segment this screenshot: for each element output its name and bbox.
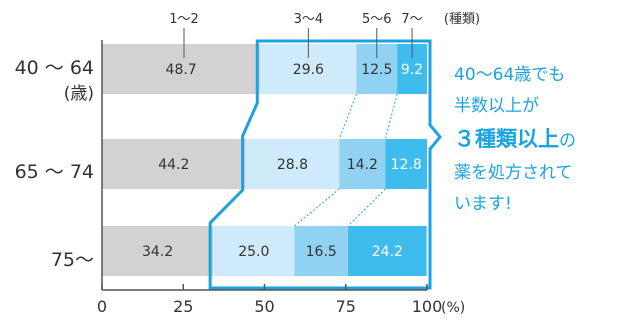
category-sublabel: (歳) [64, 84, 94, 104]
bar-segment [213, 226, 295, 276]
data-label: 14.2 [347, 157, 378, 173]
data-label: 9.2 [401, 62, 423, 78]
connector-line [384, 93, 398, 140]
callout-line-3: ３種類以上の [454, 122, 624, 158]
legend-label: 3～4 [294, 12, 324, 27]
data-label: 12.8 [391, 157, 422, 173]
data-label: 16.5 [306, 244, 337, 260]
x-tick-label: 50 [254, 297, 274, 316]
callout-line-3-suffix: の [559, 131, 576, 151]
bar-segment [385, 139, 427, 189]
data-label: 44.2 [158, 157, 189, 173]
data-label: 48.7 [166, 62, 197, 78]
bar-segment [339, 139, 386, 189]
category-label: 75～ [51, 249, 94, 271]
data-label: 24.2 [372, 244, 403, 260]
bar-segment [245, 139, 340, 189]
bar-segment [102, 139, 246, 189]
callout-text: 40～64歳でも 半数以上が ３種類以上の 薬を処方されて います! [454, 60, 624, 220]
bar-segment [102, 44, 261, 94]
bar-segment [348, 226, 427, 276]
x-unit-label: (%) [441, 300, 465, 316]
bar-segment [102, 226, 214, 276]
data-label: 12.5 [361, 62, 392, 78]
x-tick-label: 25 [173, 297, 193, 316]
connector-line [338, 93, 357, 140]
highlight-outline [208, 39, 442, 290]
x-tick-label: 0 [97, 297, 107, 316]
data-label: 34.2 [142, 244, 173, 260]
x-tick-label: 100 [412, 297, 443, 316]
data-label: 29.6 [293, 62, 324, 78]
callout-line-1: 40～64歳でも [454, 65, 566, 85]
connector-line [347, 188, 386, 227]
data-label: 25.0 [238, 244, 269, 260]
legend-label: 7～ [401, 12, 422, 27]
bar-segment [294, 226, 349, 276]
category-label: 65 ～ 74 [15, 161, 94, 183]
legend-label: 5～6 [362, 12, 392, 27]
data-label: 28.8 [277, 157, 308, 173]
x-tick-label: 75 [336, 297, 356, 316]
callout-line-2: 半数以上が [454, 96, 539, 116]
legend-label: 1～2 [169, 12, 199, 27]
connector-line [294, 188, 340, 227]
callout-line-4: 薬を処方されて [454, 163, 573, 183]
callout-line-5: います! [454, 194, 512, 214]
legend-suffix: (種類) [444, 11, 480, 27]
category-label: 40 ～ 64 [15, 57, 94, 79]
callout-strong-text: ３種類以上 [454, 127, 559, 151]
